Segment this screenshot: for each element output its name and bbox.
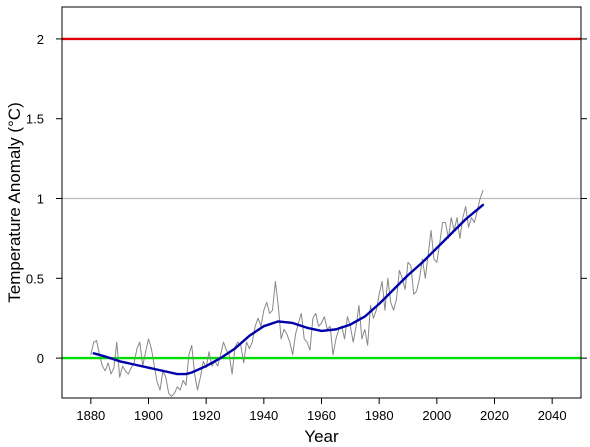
y-tick-label: 1.5 xyxy=(26,112,44,127)
x-tick-label: 1900 xyxy=(134,408,163,423)
reference-lines-layer xyxy=(62,37,581,360)
y-axis-title: Temperature Anomaly (°C) xyxy=(5,102,24,302)
x-tick-label: 2040 xyxy=(538,408,567,423)
series-layer xyxy=(90,190,485,397)
x-tick-label: 1880 xyxy=(76,408,105,423)
smoothed-trend-series-line xyxy=(92,203,485,376)
x-tick-label: 1980 xyxy=(365,408,394,423)
plot-area-frame xyxy=(61,6,582,399)
x-tick-label: 2000 xyxy=(422,408,451,423)
axes-layer: 1880 1900 1920 1940 1960 1980 2000 2020 2040 0 0.5… xyxy=(26,32,587,423)
annual-anomaly-series-line xyxy=(90,190,484,397)
x-tick-label: 1920 xyxy=(192,408,221,423)
y-tick-label: 2 xyxy=(37,32,44,47)
y-tick-label: 1 xyxy=(37,192,44,207)
x-tick-label: 2020 xyxy=(480,408,509,423)
x-axis-title: Year xyxy=(304,427,339,446)
x-tick-label: 1960 xyxy=(307,408,336,423)
x-tick-label: 1940 xyxy=(249,408,278,423)
y-tick-label: 0 xyxy=(37,351,44,366)
y-tick-label: 0.5 xyxy=(26,271,44,286)
